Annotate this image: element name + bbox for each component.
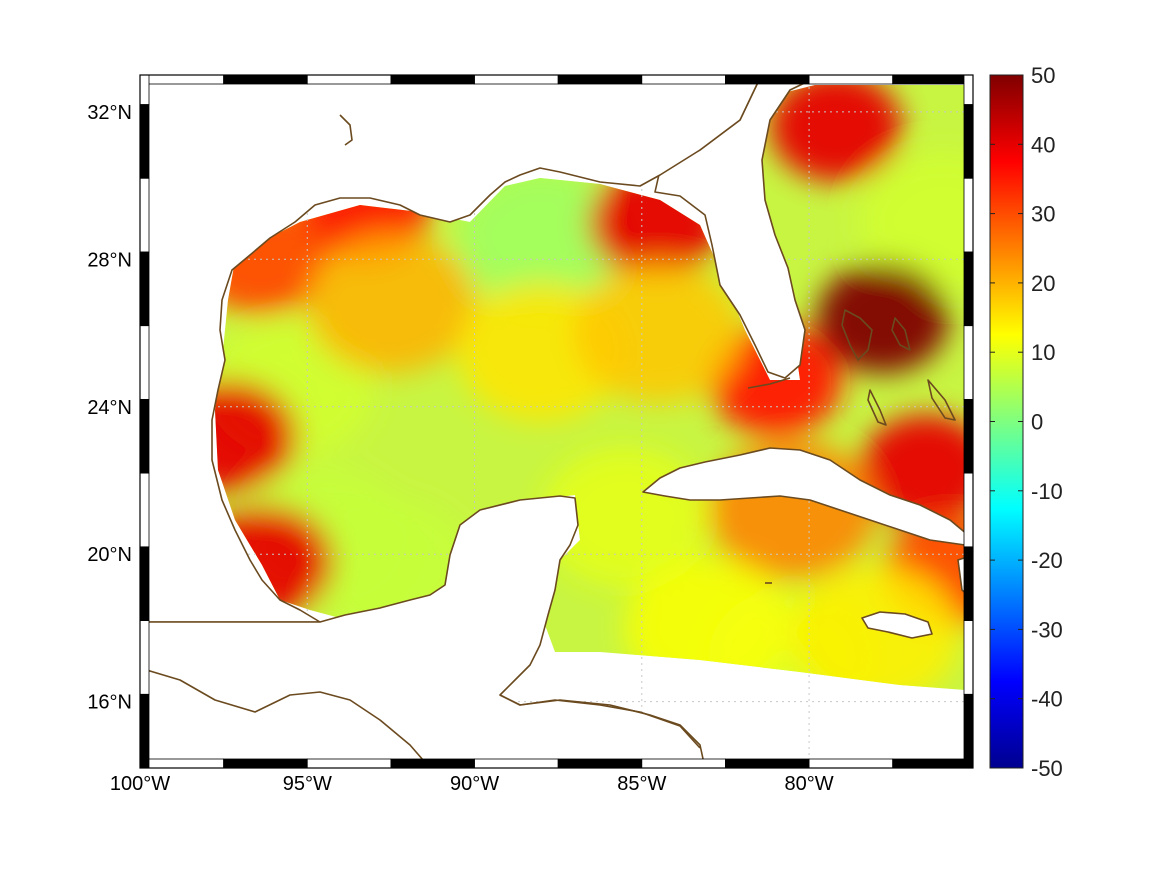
cb-label-8: -30 [1031,617,1063,642]
frame-left-seg [139,546,150,621]
coastlines [140,77,973,768]
frame-bottom-seg [306,758,392,769]
frame-left-seg [139,251,150,327]
frame-right-seg [963,620,974,695]
lon-label-3: 85°W [617,773,666,795]
lat-label-0: 32°N [87,102,132,124]
frame-left-seg [139,398,150,474]
frame-outline [139,74,974,769]
frame-bottom-seg [892,758,974,769]
jamaica [861,611,933,639]
bahamas-eleuthera [891,317,911,351]
cb-label-5: 0 [1031,410,1043,435]
frame-top-seg [641,74,726,85]
frame-left-seg [139,693,150,769]
frame-left-seg [139,472,150,548]
latitude-tick-labels: 32°N 28°N 24°N 20°N 16°N [87,102,132,714]
frame-top-seg [808,74,894,85]
bahamas-exuma [867,389,887,426]
island-texas-bay [339,114,353,146]
lat-label-1: 28°N [87,249,132,271]
frame-top-seg [474,74,559,85]
frame-top-seg [390,74,475,85]
field-spot-15 [306,233,475,374]
frame-bottom-seg [725,758,810,769]
field-spot-8 [769,85,902,182]
cb-label-1: 40 [1031,132,1055,157]
bahamas-andros [841,309,873,361]
cb-label-7: -20 [1031,548,1063,573]
cb-label-3: 20 [1031,271,1055,296]
frame-bottom-seg [139,758,225,769]
central-america-coast [499,694,701,749]
longitude-tick-labels: 100°W 95°W 90°W 85°W 80°W [110,773,834,795]
cb-label-6: -10 [1031,479,1063,504]
frame-bottom-seg [808,758,894,769]
frame-right-seg [963,325,974,400]
frame-bottom-seg [474,758,559,769]
frame-top-seg [139,74,225,85]
frame-right-seg [963,693,974,769]
frame-right-seg [963,472,974,548]
frame-left-seg [139,104,150,179]
cb-label-4: 10 [1031,340,1055,365]
colorbar-ticks: 50 40 30 20 10 0 -10 -20 -30 -40 -50 [990,63,1063,781]
lon-label-2: 90°W [450,773,499,795]
field-spot-19 [574,263,743,403]
field-spot-22 [792,565,960,690]
frame-top-seg [306,74,392,85]
frame-bottom-seg [390,758,475,769]
field-spot-6 [816,263,949,374]
frame-top-seg [725,74,810,85]
cb-label-2: 30 [1031,202,1055,227]
frame-right-seg [963,546,974,621]
frame-right-seg [963,177,974,253]
frame-bottom-seg [641,758,726,769]
frame-bottom-seg [557,758,643,769]
pacific-coast [140,667,431,768]
lon-label-1: 95°W [283,773,332,795]
frame-top-seg [223,74,308,85]
frame-bottom-seg [223,758,308,769]
frame-left-seg [139,620,150,695]
frame-left-seg [139,74,150,105]
map-frame [139,74,974,769]
us-gulf-coast [140,77,761,623]
lon-label-4: 80°W [785,773,834,795]
cb-label-0: 50 [1031,63,1055,88]
cb-label-10: -50 [1031,756,1063,781]
frame-right-seg [963,104,974,179]
field-spot-12 [215,381,297,492]
lat-label-4: 16°N [87,692,132,714]
colorbar: 50 40 30 20 10 0 -10 -20 -30 -40 -50 [989,63,1063,781]
field-spot-13 [709,326,842,436]
field-spot-0 [457,167,626,308]
frame-right-seg [963,74,974,105]
frame-right-seg [963,251,974,327]
florida-keys [747,377,791,389]
frame-top-seg [892,74,974,85]
lon-label-0: 100°W [110,773,170,795]
frame-left-seg [139,177,150,253]
frame-right-seg [963,398,974,474]
data-field [215,85,965,690]
bahamas-long [927,379,956,421]
cb-label-9: -40 [1031,687,1063,712]
field-spot-4 [858,152,965,293]
lat-label-2: 24°N [87,397,132,419]
frame-top-seg [557,74,643,85]
lat-label-3: 20°N [87,544,132,566]
frame-left-seg [139,325,150,400]
